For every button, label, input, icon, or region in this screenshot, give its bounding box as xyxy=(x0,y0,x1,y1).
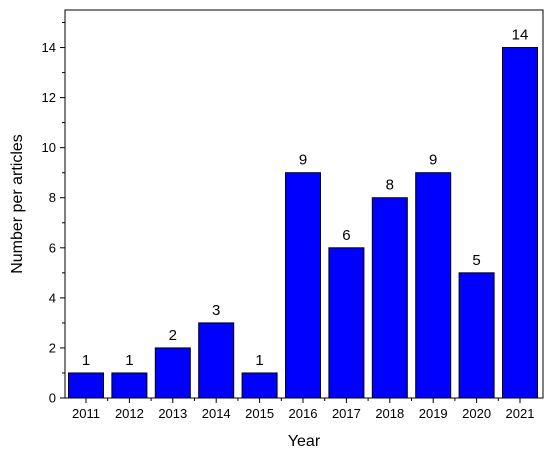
bar-2019 xyxy=(415,172,452,399)
data-label-2019: 9 xyxy=(429,152,437,169)
x-tick-label-2019: 2019 xyxy=(419,406,448,421)
data-label-2013: 2 xyxy=(169,327,177,344)
y-tick-label-8: 8 xyxy=(49,190,56,205)
data-label-2018: 8 xyxy=(386,177,394,194)
data-label-2011: 1 xyxy=(82,352,90,369)
y-axis-title: Number per articles xyxy=(9,134,26,274)
bar-2013 xyxy=(154,347,191,399)
bar-2014 xyxy=(198,322,235,399)
y-tick-label-12: 12 xyxy=(42,90,56,105)
data-label-2017: 6 xyxy=(342,227,350,244)
data-label-2015: 1 xyxy=(255,352,263,369)
y-tick-label-0: 0 xyxy=(49,391,56,406)
x-tick-label-2013: 2013 xyxy=(158,406,187,421)
data-label-2014: 3 xyxy=(212,302,220,319)
ticks-layer xyxy=(60,22,521,403)
x-tick-label-2020: 2020 xyxy=(462,406,491,421)
x-tick-label-2021: 2021 xyxy=(506,406,535,421)
x-tick-label-2018: 2018 xyxy=(375,406,404,421)
bar-2011 xyxy=(68,372,104,399)
x-tick-label-2014: 2014 xyxy=(202,406,231,421)
y-tick-label-6: 6 xyxy=(49,240,56,255)
x-axis-title: Year xyxy=(288,433,321,450)
y-tick-label-4: 4 xyxy=(49,290,56,305)
labels-layer: 1201112012220133201412015920166201782018… xyxy=(42,27,535,421)
bar-2021 xyxy=(502,47,538,399)
y-tick-label-10: 10 xyxy=(42,140,56,155)
x-tick-label-2016: 2016 xyxy=(289,406,318,421)
bars-layer xyxy=(68,47,538,399)
data-label-2016: 9 xyxy=(299,152,307,169)
bar-2016 xyxy=(285,172,321,399)
bar-2018 xyxy=(371,197,408,399)
y-tick-label-2: 2 xyxy=(49,340,56,355)
y-tick-label-14: 14 xyxy=(42,40,56,55)
bar-2020 xyxy=(458,272,495,399)
data-label-2021: 14 xyxy=(512,27,529,44)
data-label-2012: 1 xyxy=(125,352,133,369)
bar-2015 xyxy=(241,372,278,399)
x-tick-label-2011: 2011 xyxy=(72,406,100,421)
x-tick-label-2017: 2017 xyxy=(332,406,361,421)
x-tick-label-2012: 2012 xyxy=(115,406,144,421)
data-label-2020: 5 xyxy=(472,252,480,269)
bar-2017 xyxy=(328,247,365,399)
bar-2012 xyxy=(111,372,148,399)
x-tick-label-2015: 2015 xyxy=(245,406,274,421)
